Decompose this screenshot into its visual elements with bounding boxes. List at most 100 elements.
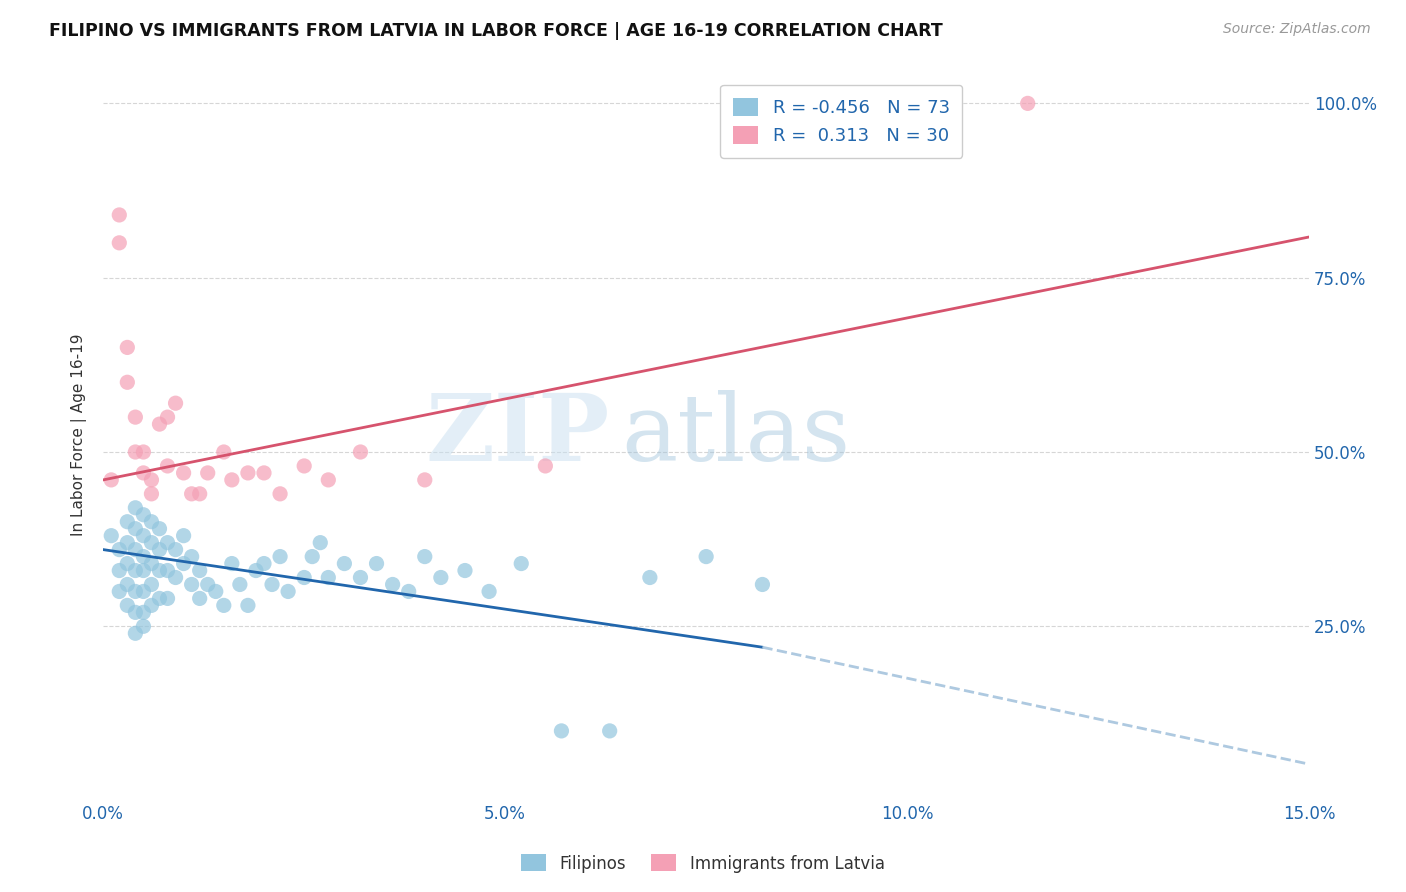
Point <box>165 542 187 557</box>
Point <box>108 584 131 599</box>
Point <box>236 466 259 480</box>
Point <box>197 466 219 480</box>
Point <box>124 410 146 425</box>
Text: Source: ZipAtlas.com: Source: ZipAtlas.com <box>1223 22 1371 37</box>
Point <box>173 466 195 480</box>
Point <box>188 591 211 606</box>
Point <box>221 473 243 487</box>
Point <box>124 542 146 557</box>
Point <box>212 599 235 613</box>
Point <box>117 577 139 591</box>
Point <box>638 570 661 584</box>
Point <box>366 557 388 571</box>
Point <box>318 570 340 584</box>
Point <box>212 445 235 459</box>
Point <box>236 599 259 613</box>
Point <box>132 508 155 522</box>
Point <box>117 340 139 354</box>
Point <box>148 522 170 536</box>
Point <box>117 376 139 390</box>
Point <box>277 584 299 599</box>
Point <box>124 584 146 599</box>
Point <box>173 557 195 571</box>
Point <box>124 564 146 578</box>
Point <box>117 599 139 613</box>
Point <box>318 473 340 487</box>
Point <box>117 535 139 549</box>
Point <box>100 473 122 487</box>
Point <box>124 500 146 515</box>
Point <box>188 487 211 501</box>
Point <box>141 557 163 571</box>
Point <box>132 529 155 543</box>
Point <box>124 626 146 640</box>
Point <box>132 549 155 564</box>
Point <box>478 584 501 599</box>
Point <box>132 584 155 599</box>
Point <box>751 577 773 591</box>
Legend: Filipinos, Immigrants from Latvia: Filipinos, Immigrants from Latvia <box>515 847 891 880</box>
Point <box>148 417 170 431</box>
Point <box>141 535 163 549</box>
Point <box>165 396 187 410</box>
Point <box>269 487 291 501</box>
Point <box>180 549 202 564</box>
Point <box>381 577 404 591</box>
Point <box>132 619 155 633</box>
Point <box>188 564 211 578</box>
Point <box>141 515 163 529</box>
Point <box>221 557 243 571</box>
Point <box>253 557 276 571</box>
Point <box>413 549 436 564</box>
Point <box>156 591 179 606</box>
Point <box>398 584 420 599</box>
Point <box>141 577 163 591</box>
Legend: R = -0.456   N = 73, R =  0.313   N = 30: R = -0.456 N = 73, R = 0.313 N = 30 <box>720 85 963 158</box>
Point <box>165 570 187 584</box>
Point <box>349 570 371 584</box>
Point <box>108 542 131 557</box>
Point <box>132 564 155 578</box>
Point <box>333 557 356 571</box>
Point <box>132 445 155 459</box>
Point <box>124 445 146 459</box>
Point <box>148 542 170 557</box>
Point <box>292 570 315 584</box>
Point <box>253 466 276 480</box>
Y-axis label: In Labor Force | Age 16-19: In Labor Force | Age 16-19 <box>72 334 87 536</box>
Point <box>301 549 323 564</box>
Point <box>269 549 291 564</box>
Point <box>156 535 179 549</box>
Point <box>180 577 202 591</box>
Point <box>599 723 621 738</box>
Point <box>124 606 146 620</box>
Point <box>117 515 139 529</box>
Point <box>117 557 139 571</box>
Point <box>124 522 146 536</box>
Point <box>148 591 170 606</box>
Point <box>132 606 155 620</box>
Point <box>204 584 226 599</box>
Point <box>349 445 371 459</box>
Point <box>156 458 179 473</box>
Point <box>156 564 179 578</box>
Point <box>229 577 252 591</box>
Point <box>413 473 436 487</box>
Point <box>108 235 131 250</box>
Point <box>108 208 131 222</box>
Point <box>173 529 195 543</box>
Text: ZIP: ZIP <box>426 390 610 480</box>
Point <box>100 529 122 543</box>
Point <box>430 570 453 584</box>
Point <box>141 487 163 501</box>
Text: FILIPINO VS IMMIGRANTS FROM LATVIA IN LABOR FORCE | AGE 16-19 CORRELATION CHART: FILIPINO VS IMMIGRANTS FROM LATVIA IN LA… <box>49 22 943 40</box>
Point <box>454 564 477 578</box>
Point <box>180 487 202 501</box>
Point <box>260 577 283 591</box>
Text: atlas: atlas <box>621 390 851 480</box>
Point <box>1017 96 1039 111</box>
Point <box>148 564 170 578</box>
Point <box>510 557 533 571</box>
Point <box>292 458 315 473</box>
Point <box>534 458 557 473</box>
